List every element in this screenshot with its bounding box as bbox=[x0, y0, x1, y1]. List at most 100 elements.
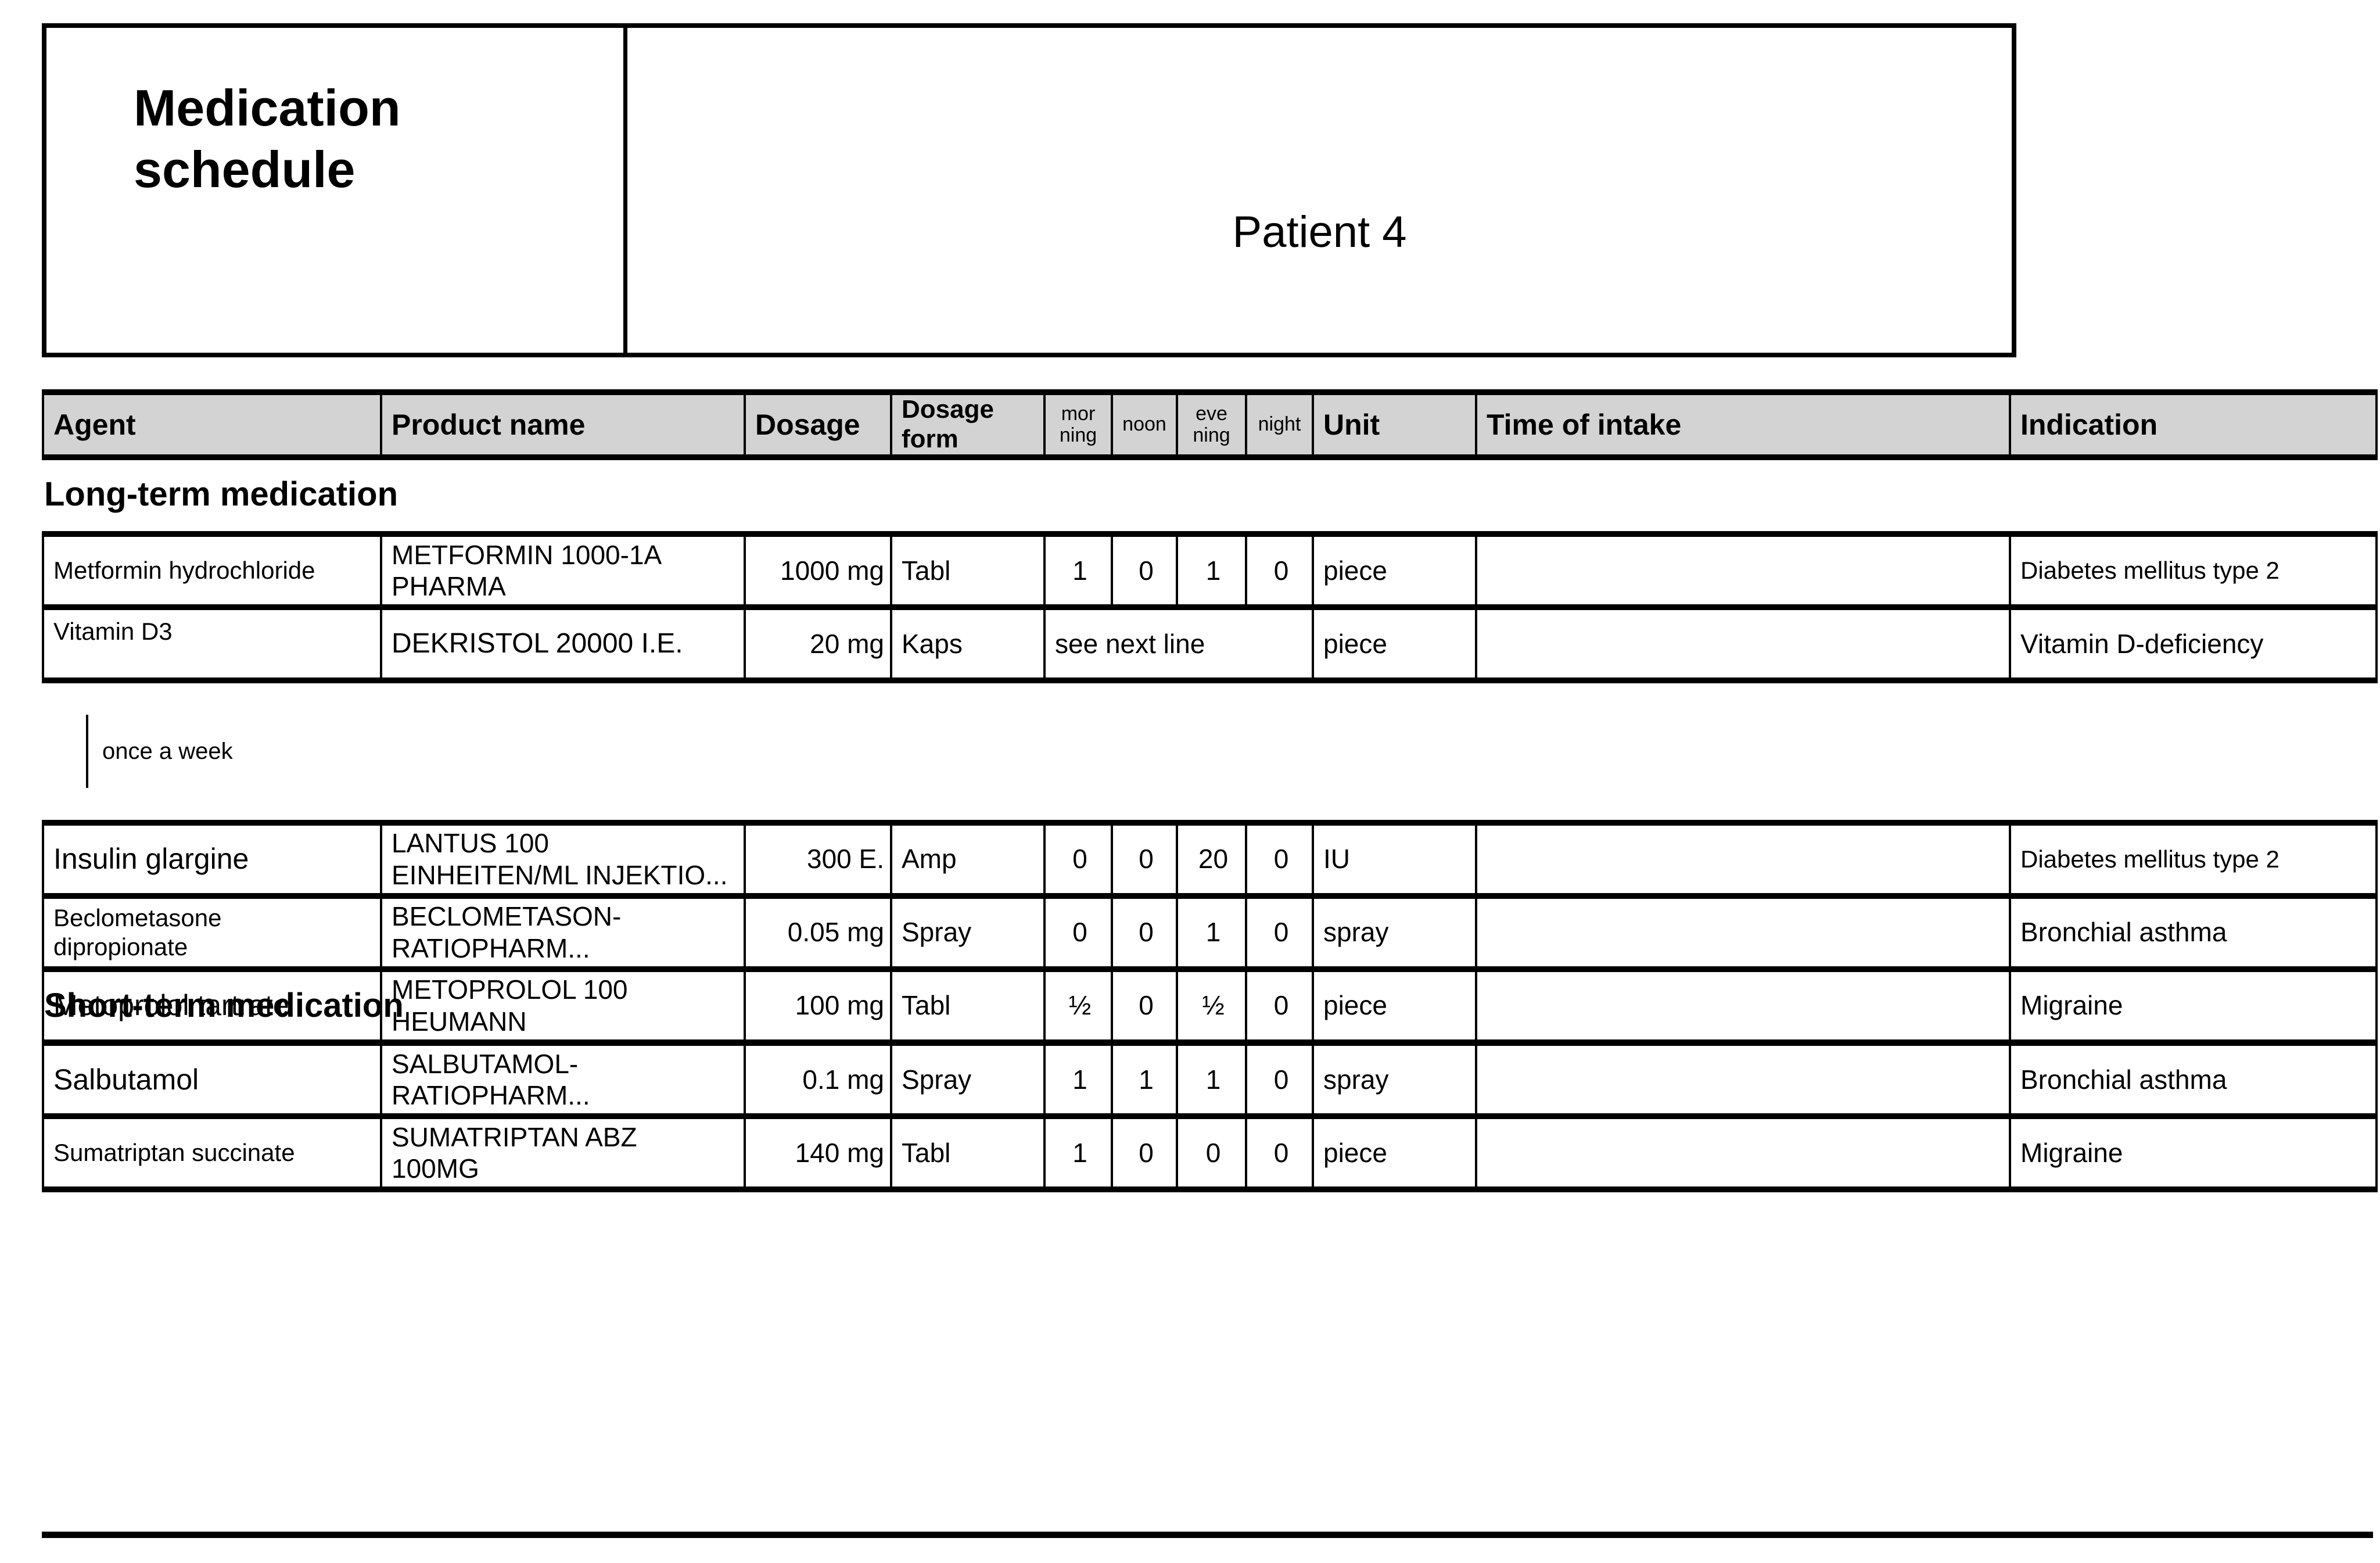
cell-night: 0 bbox=[1245, 966, 1314, 1045]
cell-indication: Migraine bbox=[2009, 1113, 2378, 1192]
title-cell: Medication schedule bbox=[46, 28, 627, 353]
long-term-table: Metformin hydrochloride METFORMIN 1000-1… bbox=[42, 531, 2378, 1045]
table-row: Salbutamol SALBUTAMOL- RATIOPHARM... 0.1… bbox=[42, 1040, 2378, 1119]
cell-indication: Bronchial asthma bbox=[2009, 892, 2378, 972]
cell-dosage: 1000 mg bbox=[744, 531, 892, 610]
cell-noon: 0 bbox=[1111, 819, 1178, 899]
cell-dosage: 0.1 mg bbox=[744, 1040, 892, 1119]
cell-agent: Salbutamol bbox=[42, 1040, 382, 1119]
cell-morning: 1 bbox=[1043, 1113, 1113, 1192]
cell-evening: 1 bbox=[1176, 1040, 1247, 1119]
cell-unit: spray bbox=[1312, 1040, 1477, 1119]
cell-noon: 1 bbox=[1111, 1040, 1178, 1119]
cell-indication: Migraine bbox=[2009, 966, 2378, 1045]
cell-product: DEKRISTOL 20000 I.E. bbox=[380, 604, 746, 683]
frequency-note: once a week bbox=[102, 738, 233, 764]
short-term-table: Salbutamol SALBUTAMOL- RATIOPHARM... 0.1… bbox=[42, 1040, 2378, 1192]
cell-product: BECLOMETASON- RATIOPHARM... bbox=[380, 892, 746, 972]
cell-morning: 1 bbox=[1043, 531, 1113, 610]
cell-unit: piece bbox=[1312, 531, 1477, 610]
column-header-noon: noon bbox=[1111, 389, 1178, 460]
table-row: Vitamin D3 DEKRISTOL 20000 I.E. 20 mg Ka… bbox=[42, 604, 2378, 683]
cell-time-of-intake bbox=[1475, 531, 2011, 610]
column-header-agent: Agent bbox=[42, 389, 382, 460]
cell-agent: Sumatriptan succinate bbox=[42, 1113, 382, 1192]
cell-evening: 1 bbox=[1176, 892, 1247, 972]
cell-product: LANTUS 100 EINHEITEN/ML INJEKTIO... bbox=[380, 819, 746, 899]
cell-indication: Vitamin D-deficiency bbox=[2009, 604, 2378, 683]
cell-dosage-form: Tabl bbox=[890, 1113, 1046, 1192]
cell-dosage: 0.05 mg bbox=[744, 892, 892, 972]
section-heading-short-term: Short-term medication bbox=[44, 987, 404, 1024]
cell-evening: ½ bbox=[1176, 966, 1247, 1045]
cell-product: METOPROLOL 100 HEUMANN bbox=[380, 966, 746, 1045]
cell-noon: 0 bbox=[1111, 531, 1178, 610]
cell-morning: ½ bbox=[1043, 966, 1113, 1045]
cell-indication: Diabetes mellitus type 2 bbox=[2009, 531, 2378, 610]
cell-evening: 20 bbox=[1176, 819, 1247, 899]
section-heading-long-term: Long-term medication bbox=[44, 475, 399, 513]
cell-night: 0 bbox=[1245, 1040, 1314, 1119]
cell-dosage-form: Tabl bbox=[890, 531, 1046, 610]
column-header-morning: mor ning bbox=[1043, 389, 1113, 460]
cell-time-of-intake bbox=[1475, 1040, 2011, 1119]
cell-time-of-intake bbox=[1475, 892, 2011, 972]
column-header-product-name: Product name bbox=[380, 389, 746, 460]
cell-dosage-form: Tabl bbox=[890, 966, 1046, 1045]
cell-agent: Vitamin D3 bbox=[42, 604, 382, 683]
cell-dosage-form: Amp bbox=[890, 819, 1046, 899]
cell-night: 0 bbox=[1245, 892, 1314, 972]
cell-unit: piece bbox=[1312, 966, 1477, 1045]
patient-cell: Patient 4 bbox=[627, 28, 2012, 353]
cell-noon: 0 bbox=[1111, 966, 1178, 1045]
cell-noon: 0 bbox=[1111, 1113, 1178, 1192]
cell-time-of-intake bbox=[1475, 1113, 2011, 1192]
page-title: Medication schedule bbox=[134, 79, 401, 198]
cell-product: METFORMIN 1000-1A PHARMA bbox=[380, 531, 746, 610]
cell-evening: 1 bbox=[1176, 531, 1247, 610]
cell-dosage-form: Spray bbox=[890, 1040, 1046, 1119]
cell-dosage-form: Kaps bbox=[890, 604, 1046, 683]
column-header-dosage-form: Dosage form bbox=[890, 389, 1046, 460]
cell-time-of-intake bbox=[1475, 604, 2011, 683]
table-row: Metoprolol tartrate METOPROLOL 100 HEUMA… bbox=[42, 966, 2378, 1045]
cell-night: 0 bbox=[1245, 531, 1314, 610]
cell-product: SUMATRIPTAN ABZ 100MG bbox=[380, 1113, 746, 1192]
column-header-evening: eve ning bbox=[1176, 389, 1247, 460]
cell-evening: 0 bbox=[1176, 1113, 1247, 1192]
column-header-table: Agent Product name Dosage Dosage form mo… bbox=[42, 389, 2378, 460]
cell-agent: Insulin glargine bbox=[42, 819, 382, 899]
cell-noon: 0 bbox=[1111, 892, 1178, 972]
cell-unit: piece bbox=[1312, 1113, 1477, 1192]
cell-product: SALBUTAMOL- RATIOPHARM... bbox=[380, 1040, 746, 1119]
table-row: Beclometasone dipropionate BECLOMETASON-… bbox=[42, 892, 2378, 972]
cell-time-of-intake bbox=[1475, 966, 2011, 1045]
note-row: once a week bbox=[43, 677, 2377, 826]
patient-name: Patient 4 bbox=[1232, 207, 1407, 257]
note-row-cell: once a week bbox=[43, 677, 2377, 826]
column-header-time-of-intake: Time of intake bbox=[1475, 389, 2011, 460]
cell-night: 0 bbox=[1245, 819, 1314, 899]
cell-indication: Diabetes mellitus type 2 bbox=[2009, 819, 2378, 899]
cell-dosage: 100 mg bbox=[744, 966, 892, 1045]
cell-times-note: see next line bbox=[1043, 604, 1314, 683]
note-connector-line bbox=[86, 715, 88, 788]
cell-dosage: 140 mg bbox=[744, 1113, 892, 1192]
cell-unit: piece bbox=[1312, 604, 1477, 683]
note-row-inner: once a week bbox=[43, 715, 2377, 788]
column-header-unit: Unit bbox=[1312, 389, 1477, 460]
column-header-indication: Indication bbox=[2009, 389, 2378, 460]
table-row: Sumatriptan succinate SUMATRIPTAN ABZ 10… bbox=[42, 1113, 2378, 1192]
cell-dosage-form: Spray bbox=[890, 892, 1046, 972]
document-header: Medication schedule Patient 4 bbox=[42, 23, 2016, 357]
table-row: Metformin hydrochloride METFORMIN 1000-1… bbox=[42, 531, 2378, 610]
cell-agent: Beclometasone dipropionate bbox=[42, 892, 382, 972]
cell-morning: 0 bbox=[1043, 819, 1113, 899]
column-header-dosage: Dosage bbox=[744, 389, 892, 460]
cell-time-of-intake bbox=[1475, 819, 2011, 899]
column-header-night: night bbox=[1245, 389, 1314, 460]
cell-morning: 0 bbox=[1043, 892, 1113, 972]
cell-dosage: 300 E. bbox=[744, 819, 892, 899]
cell-morning: 1 bbox=[1043, 1040, 1113, 1119]
